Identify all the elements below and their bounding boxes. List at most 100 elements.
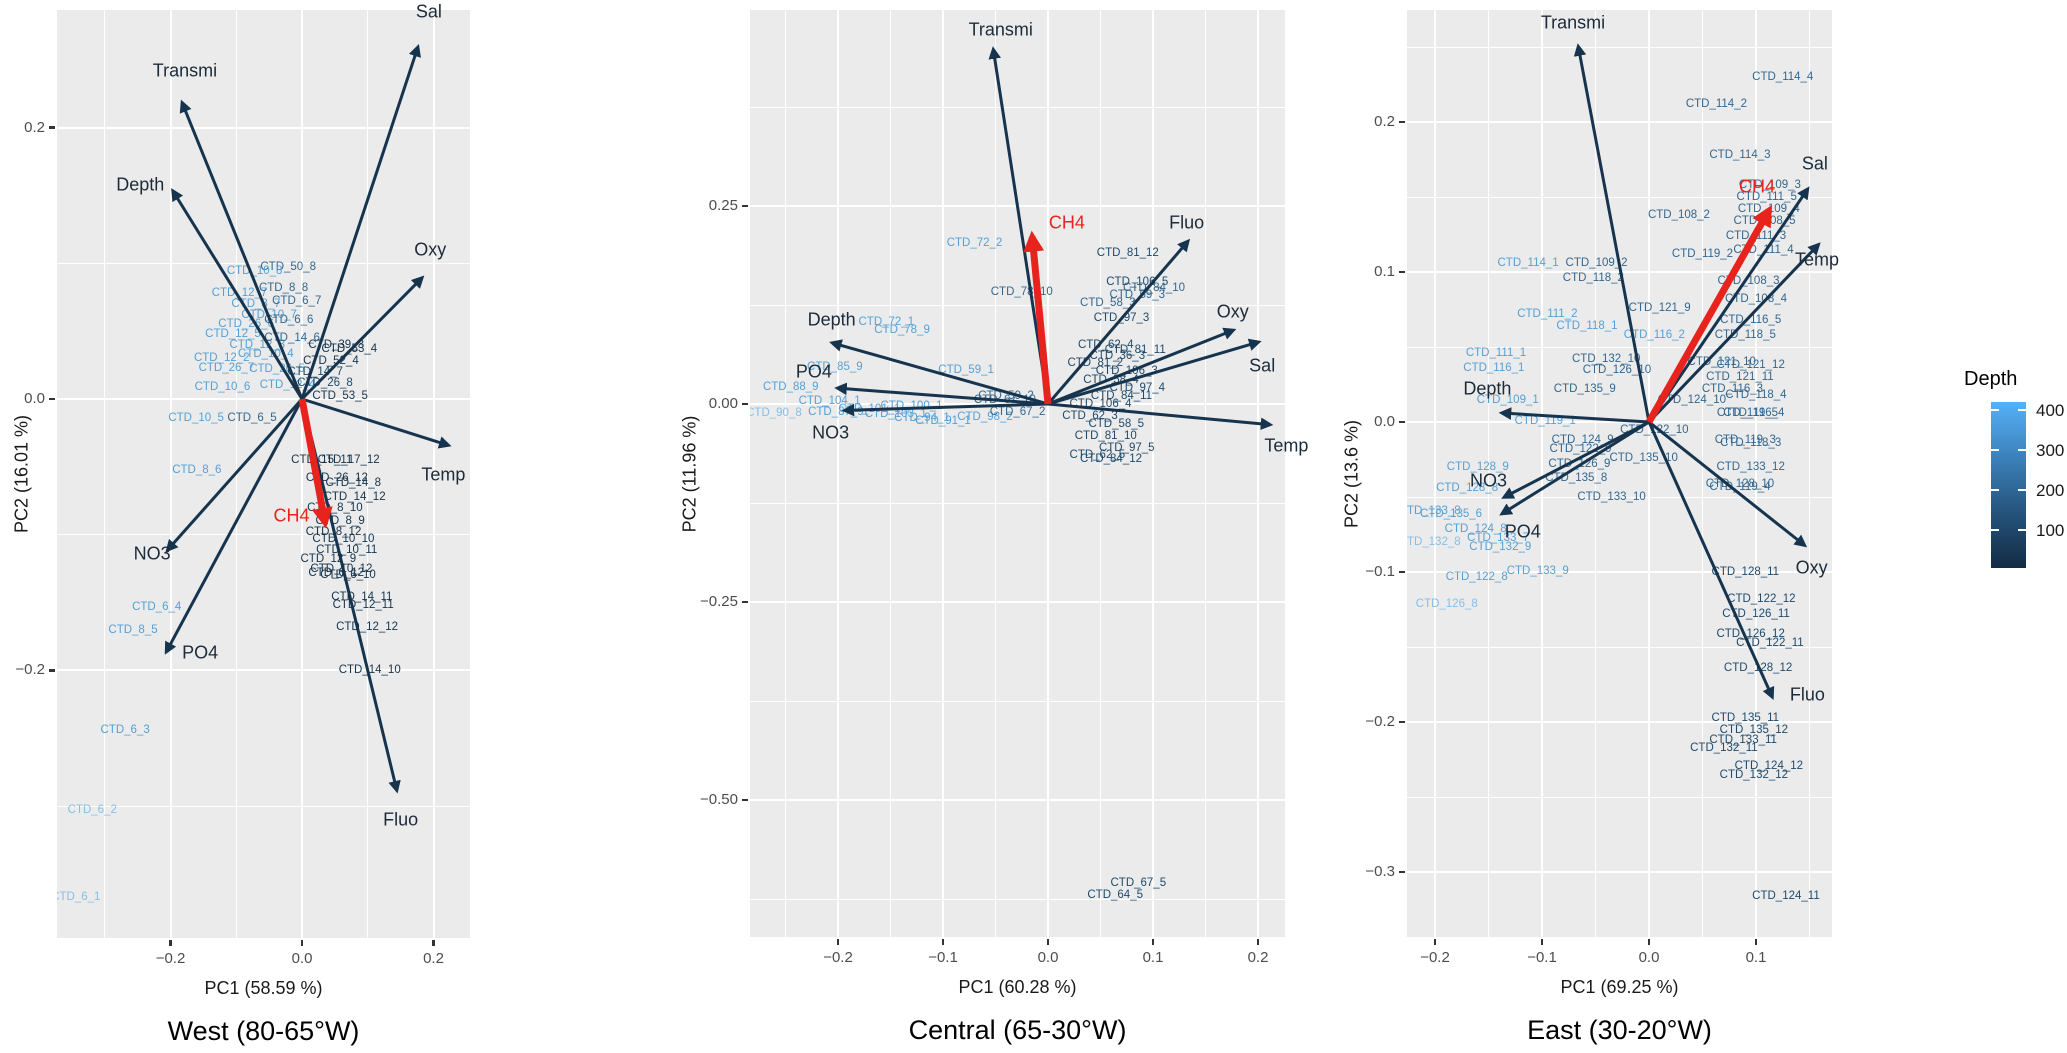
sample-label: CTD_6_10 — [320, 569, 376, 582]
arrow-ch4 — [1645, 205, 1772, 424]
gridline-x — [1648, 10, 1650, 937]
gridline-y — [1407, 796, 1832, 798]
sample-label: CTD_124_8 — [1444, 522, 1507, 535]
legend-tick-label: 100 — [2036, 521, 2065, 540]
sample-label: CTD_121_9 — [1628, 302, 1691, 314]
gridline-y — [750, 106, 1285, 108]
y-tick-label: −0.3 — [1365, 863, 1395, 880]
sample-label: CTD_10_11 — [316, 543, 378, 556]
gridline-x — [942, 10, 944, 937]
x-tick-mark — [169, 940, 172, 946]
loading-arrows — [164, 43, 452, 794]
sample-label: CTD_97_5 — [1098, 441, 1155, 454]
variable-label-fluo: Fluo — [1789, 684, 1825, 705]
sample-label: CTD_14_7 — [287, 365, 343, 378]
x-tick-mark — [836, 939, 840, 945]
sample-label: CTD_12_2 — [193, 352, 250, 365]
arrow-fluo — [1647, 421, 1775, 700]
legend-tick-mark — [1991, 449, 1999, 451]
arrow-sal — [300, 43, 421, 400]
gridline-y — [57, 126, 470, 129]
arrow-no3 — [1501, 420, 1650, 499]
gridline-y — [57, 262, 470, 264]
variable-label-ch4: CH4 — [1048, 212, 1085, 233]
variable-label-sal: Sal — [1249, 355, 1276, 376]
y-tick-mark — [742, 798, 748, 802]
gridline-y — [1407, 496, 1832, 498]
x-tick-label: −0.2 — [823, 949, 853, 966]
y-tick-mark — [1399, 570, 1405, 574]
sample-label: CTD_114_3 — [1709, 149, 1771, 161]
sample-label: CTD_6_7 — [272, 295, 322, 308]
sample-label: CTD_72_1 — [858, 315, 915, 328]
sample-label: CTD_6_12 — [308, 566, 364, 579]
sample-label: CTD_78_9 — [874, 324, 930, 337]
y-axis-title: PC2 (11.96 %) — [679, 415, 700, 532]
sample-label: CTD_10_5 — [168, 411, 224, 424]
y-tick-mark — [742, 600, 748, 604]
plot-area — [57, 10, 470, 938]
sample-label: CTD_119_2 — [1671, 248, 1734, 260]
sample-label: CTD_84_11 — [1090, 390, 1153, 403]
sample-label: CTD_106_5 — [1106, 276, 1169, 289]
sample-label: CTD_14_10 — [338, 664, 401, 677]
panel-title: West (80-65°W) — [167, 1016, 360, 1046]
sample-label: CTD_109_2 — [1565, 257, 1628, 269]
sample-label: CTD_132_9 — [1469, 540, 1532, 553]
gridline-y — [1407, 571, 1832, 573]
y-tick-label: −0.50 — [700, 791, 738, 808]
sample-label: CTD_36_3 — [1089, 350, 1146, 363]
variable-label-transmi: Transmi — [968, 19, 1033, 40]
sample-label: CTD_8_5 — [108, 623, 158, 636]
sample-label: CTD_118_1 — [1556, 320, 1618, 332]
y-tick-label: −0.2 — [1365, 713, 1395, 730]
sample-label: CTD_133_8 — [1407, 504, 1461, 517]
legend-tick-label: 400 — [2036, 401, 2065, 420]
x-tick-mark — [1540, 939, 1544, 945]
sample-label: CTD_10_10 — [312, 532, 375, 545]
y-tick-mark — [49, 669, 55, 672]
x-tick-mark — [1647, 939, 1651, 945]
sample-label: CTD_132_8 — [1407, 536, 1461, 548]
variable-label-oxy: Oxy — [1216, 301, 1249, 322]
sample-label: CTD_122_8 — [1445, 570, 1508, 583]
sample-label: CTD_17_12 — [317, 454, 380, 467]
arrow-transmi — [179, 99, 304, 400]
y-tick-mark — [1399, 720, 1405, 724]
sample-label: CTD_118_4 — [1725, 389, 1787, 401]
legend-tick-mark — [1991, 529, 1999, 531]
sample-label: CTD_91_1 — [915, 415, 971, 428]
sample-label: CTD_133_9 — [1506, 564, 1569, 577]
y-tick-label: −0.1 — [1365, 563, 1395, 580]
sample-label: CTD_14_12 — [323, 490, 386, 503]
y-tick-mark — [49, 397, 55, 401]
plot-area — [1407, 10, 1832, 937]
gridline-y — [750, 898, 1285, 900]
y-tick-mark — [742, 204, 748, 208]
gridline-y — [1407, 871, 1832, 873]
variable-label-transmi: Transmi — [152, 60, 218, 81]
sample-label: CTD_122_9 — [1549, 443, 1612, 455]
y-tick-label: 0.0 — [1374, 413, 1395, 430]
gridline-x — [890, 10, 891, 937]
sample-label: CTD_8_8 — [258, 281, 309, 294]
x-tick-mark — [1151, 939, 1155, 945]
variable-label-fluo: Fluo — [1169, 212, 1205, 233]
arrow-depth — [1498, 407, 1650, 424]
variable-label-po4: PO4 — [795, 361, 832, 382]
variable-label-po4: PO4 — [182, 642, 219, 663]
y-tick-label: 0.2 — [1374, 113, 1395, 130]
sample-label: CTD_126_12 — [1716, 627, 1785, 640]
x-tick-label: 0.1 — [1142, 949, 1164, 966]
plot-area — [750, 10, 1285, 937]
gridline-x — [1152, 10, 1154, 937]
x-tick-label: −0.2 — [155, 950, 186, 967]
y-tick-label: 0.00 — [708, 395, 738, 412]
y-tick-mark — [1399, 120, 1405, 124]
sample-label: CTD_12_12 — [336, 620, 399, 633]
sample-label: CTD_111_2 — [1517, 308, 1578, 320]
x-axis-title: PC1 (60.28 %) — [958, 977, 1077, 997]
sample-label: CTD_114_1 — [1497, 257, 1559, 269]
sample-label: CTD_108_2 — [1647, 209, 1710, 221]
